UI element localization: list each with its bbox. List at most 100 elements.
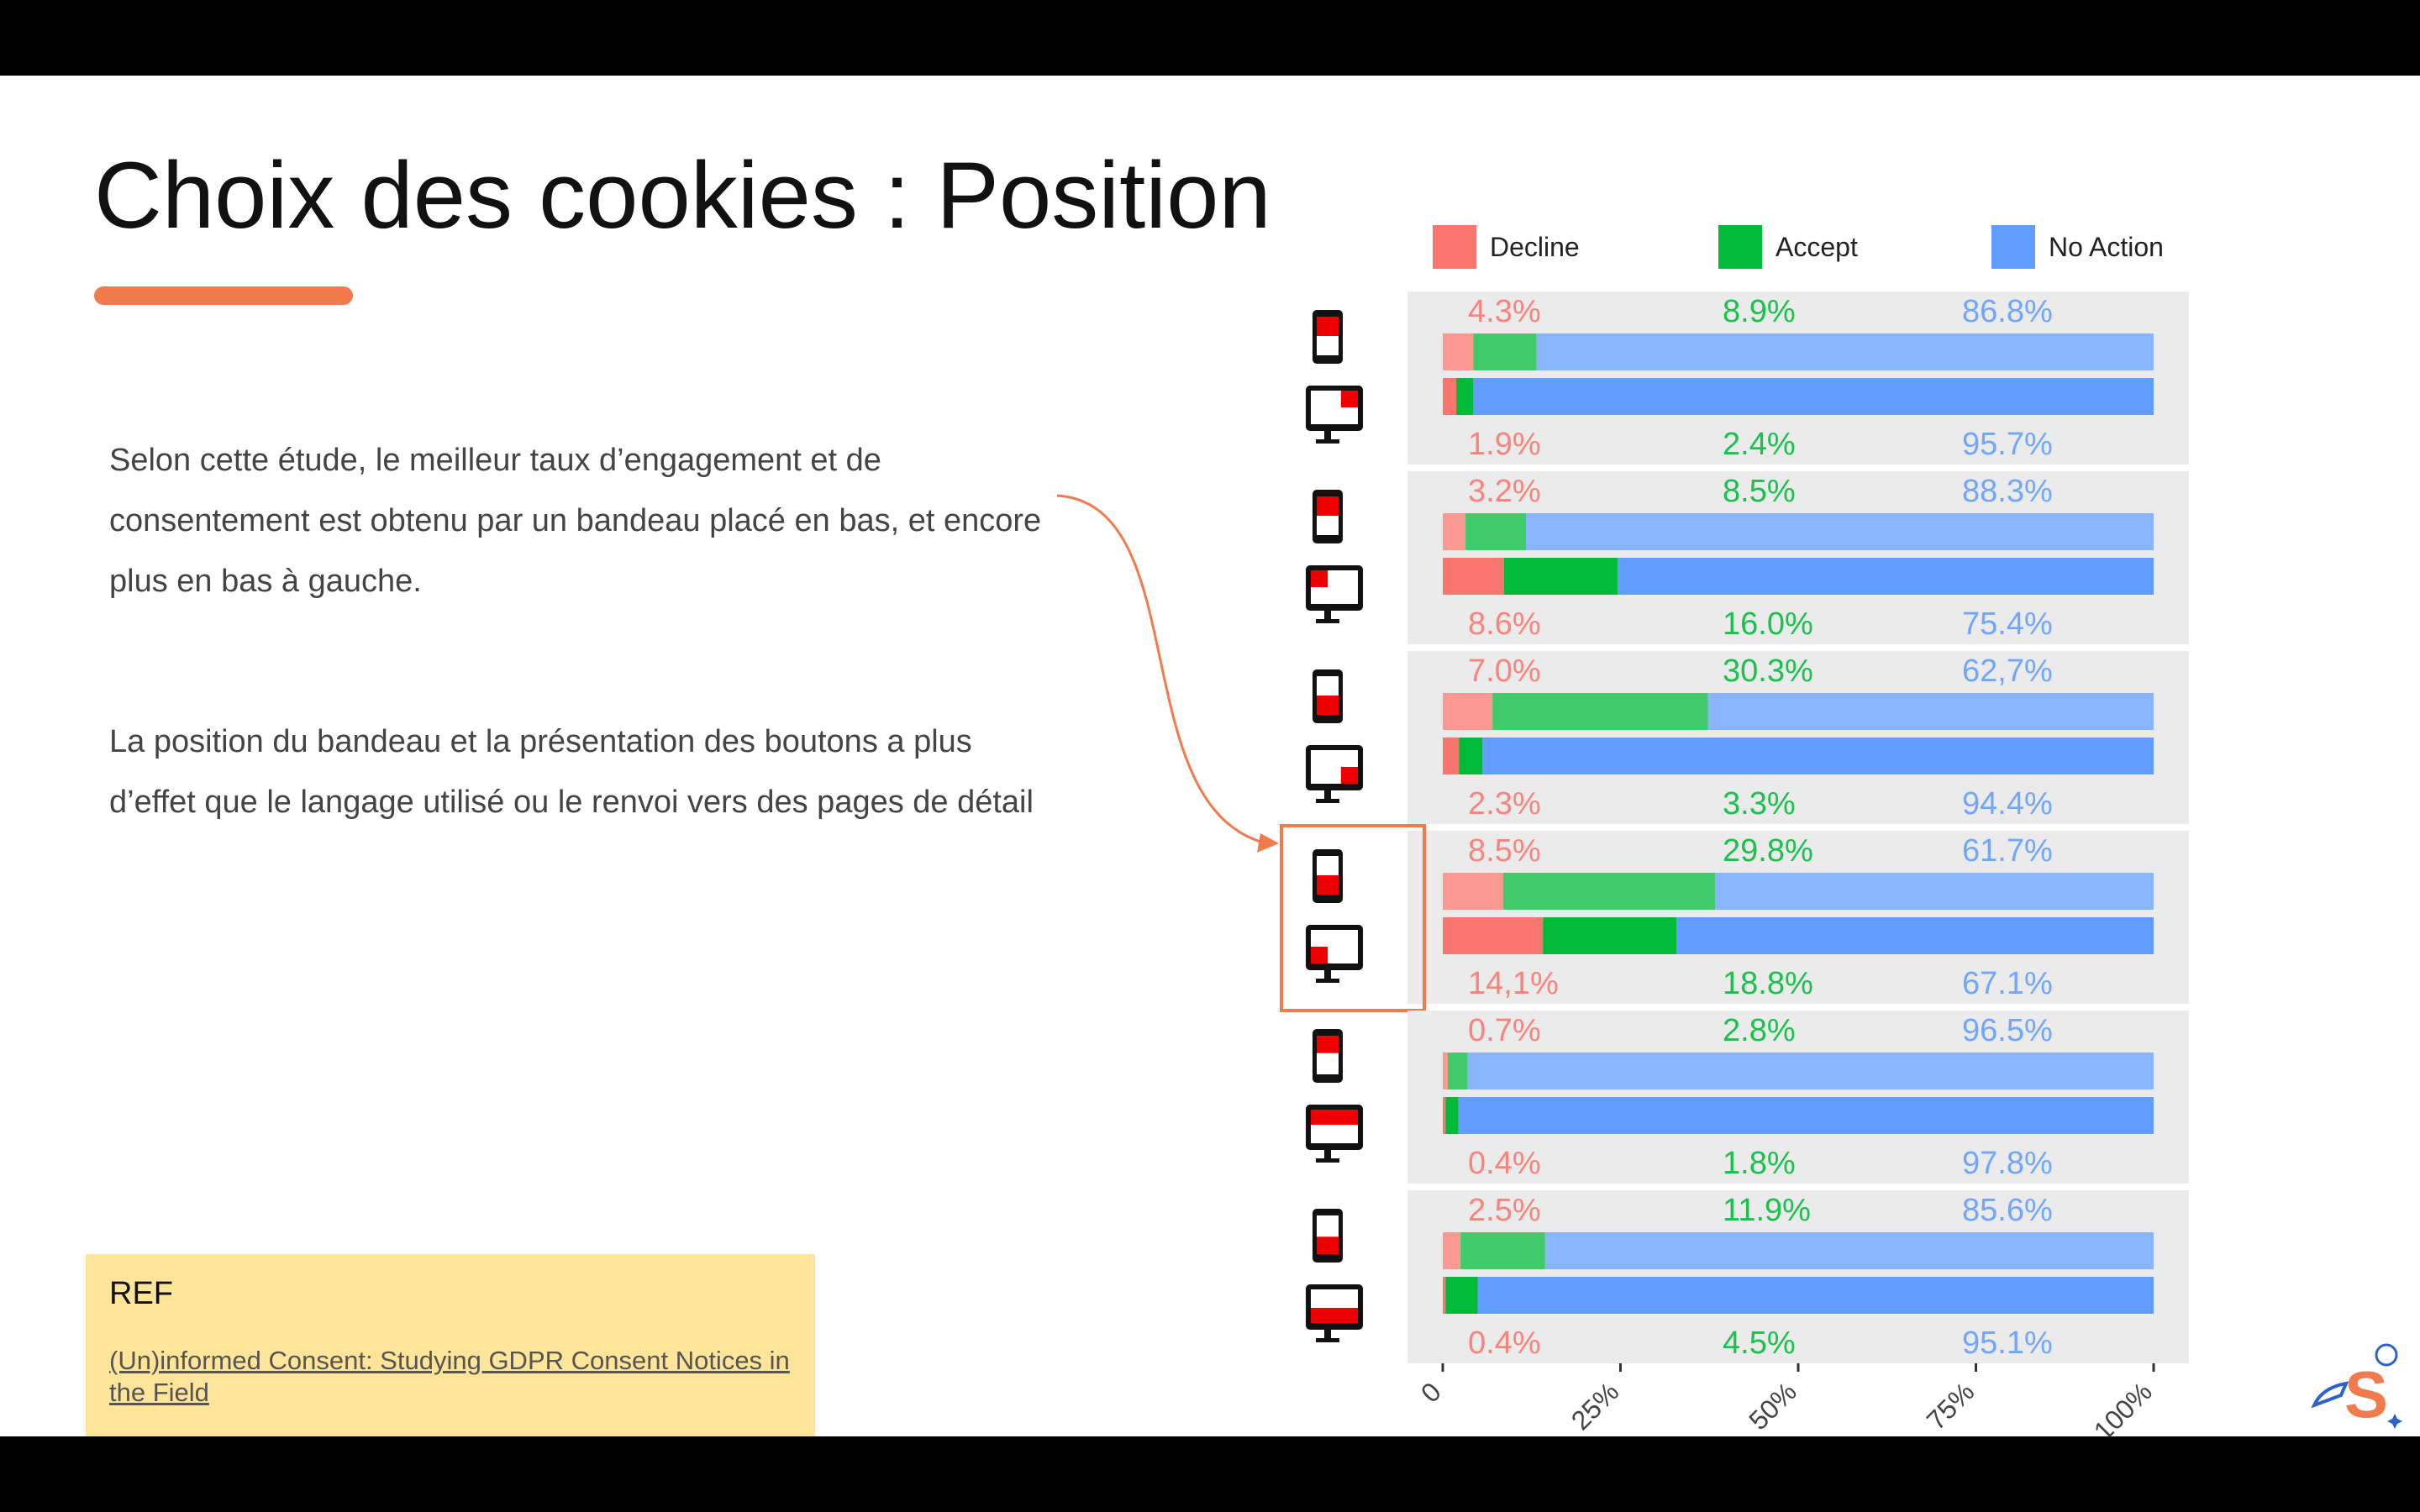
bar-desktop-no-action (1458, 1097, 2154, 1134)
bar-mobile-no-action (1707, 693, 2154, 730)
data-label-accept: 11.9% (1723, 1193, 1811, 1228)
data-label-no-action: 95.7% (1962, 427, 2053, 462)
bar-desktop-decline (1443, 558, 1504, 595)
paragraph-engagement: Selon cette étude, le meilleur taux d’en… (109, 443, 1042, 599)
data-label-no-action: 88.3% (1962, 474, 2053, 509)
data-label-no-action: 85.6% (1962, 1193, 2053, 1228)
speech-bubble-icon (2375, 1343, 2398, 1367)
bar-mobile-decline (1443, 693, 1493, 730)
stacked-bar-chart: Decline Accept No Action 4.3% 8.9% 86.8% 1.9% 2… (1280, 225, 2189, 1436)
bar-mobile-accept (1460, 1232, 1545, 1269)
data-label-decline: 2.5% (1468, 1193, 1541, 1228)
monitor-banner-bottom (1311, 1308, 1358, 1323)
slide: Choix des cookies : Position Selon cette… (0, 76, 2420, 1436)
data-label-accept: 1.8% (1723, 1146, 1796, 1181)
data-label-no-action: 61.7% (1962, 833, 2053, 869)
x-tick-label: 25% (1565, 1376, 1625, 1436)
data-label-decline: 7.0% (1468, 654, 1541, 689)
bar-mobile-accept (1447, 1053, 1468, 1089)
monitor-stand (1324, 790, 1331, 799)
phone-banner-top-left (1317, 496, 1339, 516)
data-label-no-action: 67.1% (1962, 966, 2053, 1001)
data-label-accept: 2.4% (1723, 427, 1796, 462)
bar-mobile-no-action (1715, 873, 2154, 910)
legend-swatch-decline (1433, 225, 1476, 269)
data-label-no-action: 86.8% (1962, 294, 2053, 329)
data-label-accept: 8.9% (1723, 294, 1796, 329)
monitor-banner-top-right (1340, 391, 1358, 407)
legend-label-accept: Accept (1776, 232, 1858, 262)
data-label-accept: 8.5% (1723, 474, 1796, 509)
data-label-decline: 0.7% (1468, 1013, 1541, 1048)
data-label-accept: 16.0% (1723, 606, 1813, 642)
phone-banner-top-right (1317, 317, 1339, 336)
bar-desktop-accept (1543, 917, 1677, 954)
sparkle-icon (2387, 1414, 2402, 1429)
paragraph-banner-position: La position du bandeau et la présentatio… (109, 724, 1034, 820)
data-label-accept: 29.8% (1723, 833, 1813, 869)
bar-desktop-decline (1443, 917, 1544, 954)
brand-logo: S (2311, 1343, 2402, 1431)
bar-mobile-no-action (1525, 513, 2154, 550)
data-label-decline: 3.2% (1468, 474, 1541, 509)
bar-mobile-no-action (1544, 1232, 2154, 1269)
callout-arrow-line (1056, 494, 1261, 843)
phone-banner-bottom-left (1317, 875, 1339, 895)
bar-desktop-decline (1443, 1277, 1446, 1314)
data-label-no-action: 75.4% (1962, 606, 2053, 642)
bar-mobile-accept (1492, 693, 1708, 730)
monitor-banner-top-left (1311, 570, 1328, 587)
bar-desktop-accept (1456, 378, 1474, 415)
data-label-accept: 2.8% (1723, 1013, 1796, 1048)
bar-desktop-decline (1443, 1097, 1446, 1134)
bar-mobile-decline (1443, 513, 1466, 550)
data-label-decline: 8.5% (1468, 833, 1541, 869)
data-label-accept: 4.5% (1723, 1326, 1796, 1361)
legend-label-decline: Decline (1490, 232, 1580, 262)
data-label-no-action: 95.1% (1962, 1326, 2053, 1361)
data-label-no-action: 94.4% (1962, 786, 2053, 822)
data-label-decline: 4.3% (1468, 294, 1541, 329)
data-label-decline: 1.9% (1468, 427, 1541, 462)
bar-desktop-decline (1443, 738, 1460, 774)
highlight-box (1280, 824, 1426, 1012)
bar-mobile-decline (1443, 1232, 1461, 1269)
phone-banner-bottom (1317, 1236, 1339, 1254)
monitor-base (1316, 1158, 1339, 1163)
monitor-base (1316, 439, 1339, 444)
bar-desktop-accept (1459, 738, 1483, 774)
slide-title: Choix des cookies : Position (94, 143, 1271, 248)
legend-swatch-accept (1718, 225, 1762, 269)
x-tick-label: 50% (1743, 1376, 1802, 1436)
reference-link[interactable]: (Un)informed Consent: Studying GDPR Cons… (109, 1346, 790, 1407)
x-tick-label: 100% (2088, 1376, 2158, 1436)
data-label-decline: 0.4% (1468, 1326, 1541, 1361)
data-label-no-action: 62,7% (1962, 654, 2053, 689)
data-label-no-action: 97.8% (1962, 1146, 2053, 1181)
monitor-base (1316, 979, 1339, 983)
monitor-stand (1324, 611, 1331, 619)
reference-label: REF (109, 1276, 173, 1311)
bar-mobile-decline (1443, 1053, 1448, 1089)
monitor-stand (1324, 1150, 1331, 1158)
monitor-base (1316, 799, 1339, 803)
bar-mobile-accept (1502, 873, 1716, 910)
bar-desktop-decline (1443, 378, 1457, 415)
monitor-banner-bottom-right (1340, 767, 1358, 784)
bar-desktop-accept (1503, 558, 1618, 595)
reference-box: REF (Un)informed Consent: Studying GDPR … (86, 1254, 815, 1436)
bar-mobile-decline (1443, 333, 1474, 370)
monitor-banner-bottom-left (1311, 947, 1328, 963)
bar-mobile-decline (1443, 873, 1503, 910)
bar-desktop-accept (1445, 1097, 1459, 1134)
x-tick-label: 75% (1921, 1376, 1981, 1436)
data-label-decline: 2.3% (1468, 786, 1541, 822)
data-label-no-action: 96.5% (1962, 1013, 2053, 1048)
bar-mobile-accept (1465, 513, 1526, 550)
data-label-accept: 30.3% (1723, 654, 1813, 689)
monitor-stand (1324, 431, 1331, 439)
bar-mobile-accept (1473, 333, 1537, 370)
bar-desktop-no-action (1676, 917, 2154, 954)
data-label-decline: 14,1% (1468, 966, 1559, 1001)
data-label-decline: 0.4% (1468, 1146, 1541, 1181)
